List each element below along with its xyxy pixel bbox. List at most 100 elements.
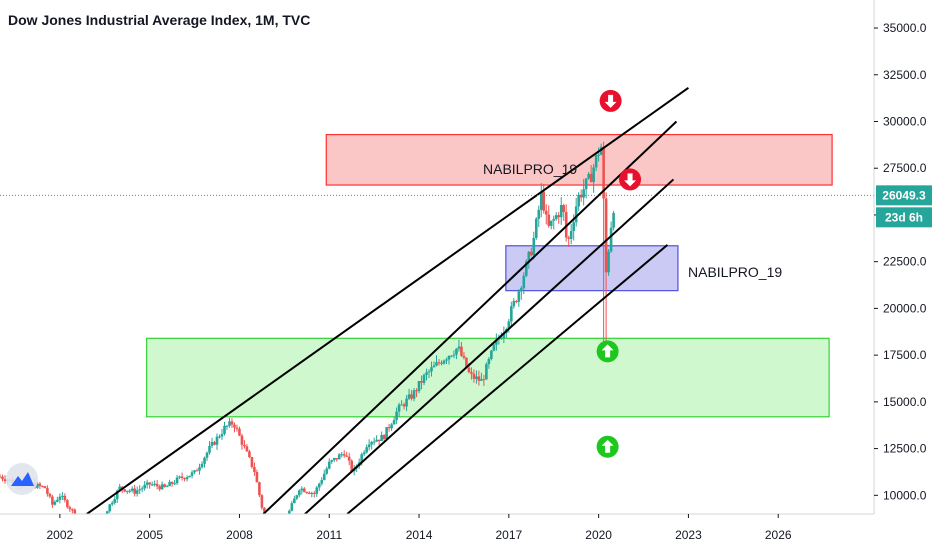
candle xyxy=(123,488,127,493)
candle xyxy=(485,362,488,380)
candle xyxy=(377,439,381,446)
candle xyxy=(452,350,456,359)
candle xyxy=(542,183,546,214)
candle xyxy=(133,484,136,497)
candle xyxy=(193,469,196,475)
candle xyxy=(502,326,506,344)
candle xyxy=(163,483,166,488)
candle xyxy=(512,298,516,309)
candle xyxy=(71,508,74,514)
candle xyxy=(113,496,117,505)
zone-rect-0[interactable] xyxy=(325,133,833,186)
candle xyxy=(422,373,426,386)
candle xyxy=(145,479,149,489)
x-tick-label: 2014 xyxy=(406,528,433,542)
candle xyxy=(198,463,201,475)
candle xyxy=(460,342,463,357)
candle xyxy=(3,475,7,484)
candle xyxy=(293,495,296,504)
zone-rect-2[interactable] xyxy=(146,337,830,418)
candle xyxy=(445,357,448,365)
y-tick-label: 32500.0 xyxy=(883,68,927,82)
x-tick-label: 2005 xyxy=(136,528,163,542)
candle xyxy=(547,205,551,228)
candle xyxy=(392,417,396,425)
candle xyxy=(208,440,211,455)
candle xyxy=(228,417,231,428)
candle xyxy=(185,475,189,482)
candle xyxy=(240,433,244,450)
trendline-0[interactable] xyxy=(86,87,690,515)
candle xyxy=(559,197,563,225)
candle xyxy=(382,434,386,441)
candle xyxy=(480,372,483,381)
candle xyxy=(387,423,391,432)
y-tick-label: 17500.0 xyxy=(883,348,927,362)
candle xyxy=(412,388,416,402)
candle xyxy=(337,452,341,460)
candle xyxy=(527,251,531,269)
candle xyxy=(522,272,526,294)
candle xyxy=(195,468,199,472)
tradingview-logo[interactable] xyxy=(6,463,38,495)
candle xyxy=(230,418,234,428)
candle xyxy=(290,500,294,512)
candle xyxy=(220,428,224,440)
x-tick-label: 2011 xyxy=(316,528,342,542)
candle xyxy=(537,205,541,228)
candle xyxy=(442,359,446,365)
candle xyxy=(397,402,401,417)
svg-text:23d 6h: 23d 6h xyxy=(885,210,923,224)
candle xyxy=(472,369,476,383)
x-tick-label: 2002 xyxy=(47,528,74,542)
candle xyxy=(597,147,600,162)
candle xyxy=(51,494,54,508)
candle xyxy=(532,231,536,260)
candle xyxy=(347,452,351,466)
candle xyxy=(332,457,336,463)
candle xyxy=(307,491,311,495)
x-tick-label: 2017 xyxy=(495,528,522,542)
candle xyxy=(320,477,324,486)
candle xyxy=(243,440,246,449)
candle xyxy=(330,459,334,464)
candle xyxy=(455,348,458,360)
candle xyxy=(205,451,209,461)
candle xyxy=(385,426,388,440)
arrow-down-icon xyxy=(599,89,622,112)
y-tick-label: 22500.0 xyxy=(883,255,927,269)
trendline-3[interactable] xyxy=(346,244,669,515)
candle xyxy=(110,500,114,506)
candle xyxy=(188,475,191,478)
candle xyxy=(604,192,608,343)
candle xyxy=(325,466,329,475)
candle xyxy=(215,433,219,450)
candle xyxy=(165,484,169,488)
current-price-badge: 26049.3 xyxy=(876,185,932,206)
candle xyxy=(475,370,478,384)
x-tick-label: 2023 xyxy=(675,528,702,542)
candle xyxy=(46,485,49,497)
candle xyxy=(260,494,264,510)
candle xyxy=(125,490,129,495)
trendline-1[interactable] xyxy=(262,120,678,515)
trendline-2[interactable] xyxy=(283,178,675,534)
candle xyxy=(367,439,371,451)
candle xyxy=(148,482,151,489)
candle xyxy=(410,390,413,401)
candle xyxy=(574,197,578,227)
candle xyxy=(417,381,421,394)
candle xyxy=(487,356,491,369)
candle xyxy=(160,481,164,490)
candle xyxy=(223,421,226,436)
candle xyxy=(552,215,556,230)
candle xyxy=(457,339,461,352)
candle xyxy=(245,444,249,452)
candle xyxy=(135,486,139,497)
candle xyxy=(128,489,132,494)
candle xyxy=(312,490,316,498)
candle xyxy=(210,437,214,449)
candle xyxy=(213,440,216,446)
